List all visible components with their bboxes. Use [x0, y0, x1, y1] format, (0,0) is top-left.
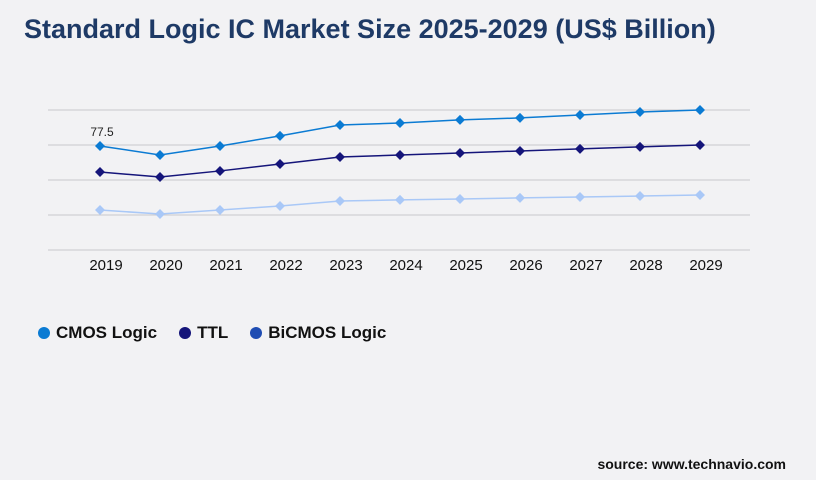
data-point: [215, 140, 225, 151]
data-point: [155, 209, 165, 220]
data-point: [635, 191, 645, 202]
x-tick-label: 2028: [629, 257, 662, 274]
x-tick-label: 2029: [689, 257, 722, 274]
data-label: 77.5: [90, 125, 114, 139]
data-point: [635, 107, 645, 118]
data-point: [575, 143, 585, 154]
legend-item-cmos: CMOS Logic: [38, 323, 157, 343]
data-point: [395, 118, 405, 129]
data-point: [275, 200, 285, 211]
data-point: [95, 167, 105, 178]
line-chart: 2019 2020 2021 2022 2023 2024 2025 2026 2027 2028…: [48, 105, 750, 274]
x-tick-label: 2019: [89, 257, 122, 274]
data-point: [515, 145, 525, 156]
data-point: [215, 165, 225, 176]
x-tick-label: 2024: [389, 257, 422, 274]
data-point: [575, 109, 585, 120]
legend-item-ttl: TTL: [179, 323, 228, 343]
data-point: [335, 120, 345, 131]
legend-marker: [179, 327, 192, 339]
source-text: source: www.technavio.com: [597, 456, 786, 472]
data-point: [335, 151, 345, 162]
data-point: [695, 189, 705, 200]
data-point: [395, 149, 405, 160]
data-point: [455, 193, 465, 204]
legend-label: BiCMOS Logic: [268, 323, 387, 342]
data-point: [155, 171, 165, 182]
data-point: [275, 130, 285, 141]
legend: CMOS Logic TTL BiCMOS Logic: [38, 323, 386, 343]
data-point: [395, 194, 405, 205]
data-point: [215, 205, 225, 215]
x-tick-label: 2026: [509, 257, 542, 274]
x-tick-label: 2021: [209, 257, 242, 274]
x-tick-label: 2022: [269, 257, 302, 274]
data-point: [515, 112, 525, 123]
x-tick-label: 2025: [449, 257, 482, 274]
data-point: [515, 192, 525, 203]
chart-title: Standard Logic IC Market Size 2025-2029 …: [24, 14, 716, 44]
data-point: [455, 114, 465, 125]
data-point: [455, 147, 465, 158]
legend-marker: [250, 327, 263, 339]
data-point: [575, 191, 585, 202]
legend-label: CMOS Logic: [56, 323, 158, 342]
data-point: [95, 140, 105, 151]
legend-label: TTL: [197, 323, 229, 342]
data-point: [275, 158, 285, 169]
data-point: [695, 140, 705, 151]
data-point: [155, 149, 165, 160]
data-point: [95, 205, 105, 215]
data-point: [335, 196, 345, 207]
legend-marker: [38, 327, 50, 339]
x-tick-label: 2020: [149, 257, 182, 274]
data-point: [695, 105, 705, 115]
x-tick-label: 2023: [329, 257, 362, 274]
data-point: [635, 141, 645, 152]
legend-item-bicmos: BiCMOS Logic: [250, 323, 386, 343]
x-tick-label: 2027: [569, 257, 602, 274]
